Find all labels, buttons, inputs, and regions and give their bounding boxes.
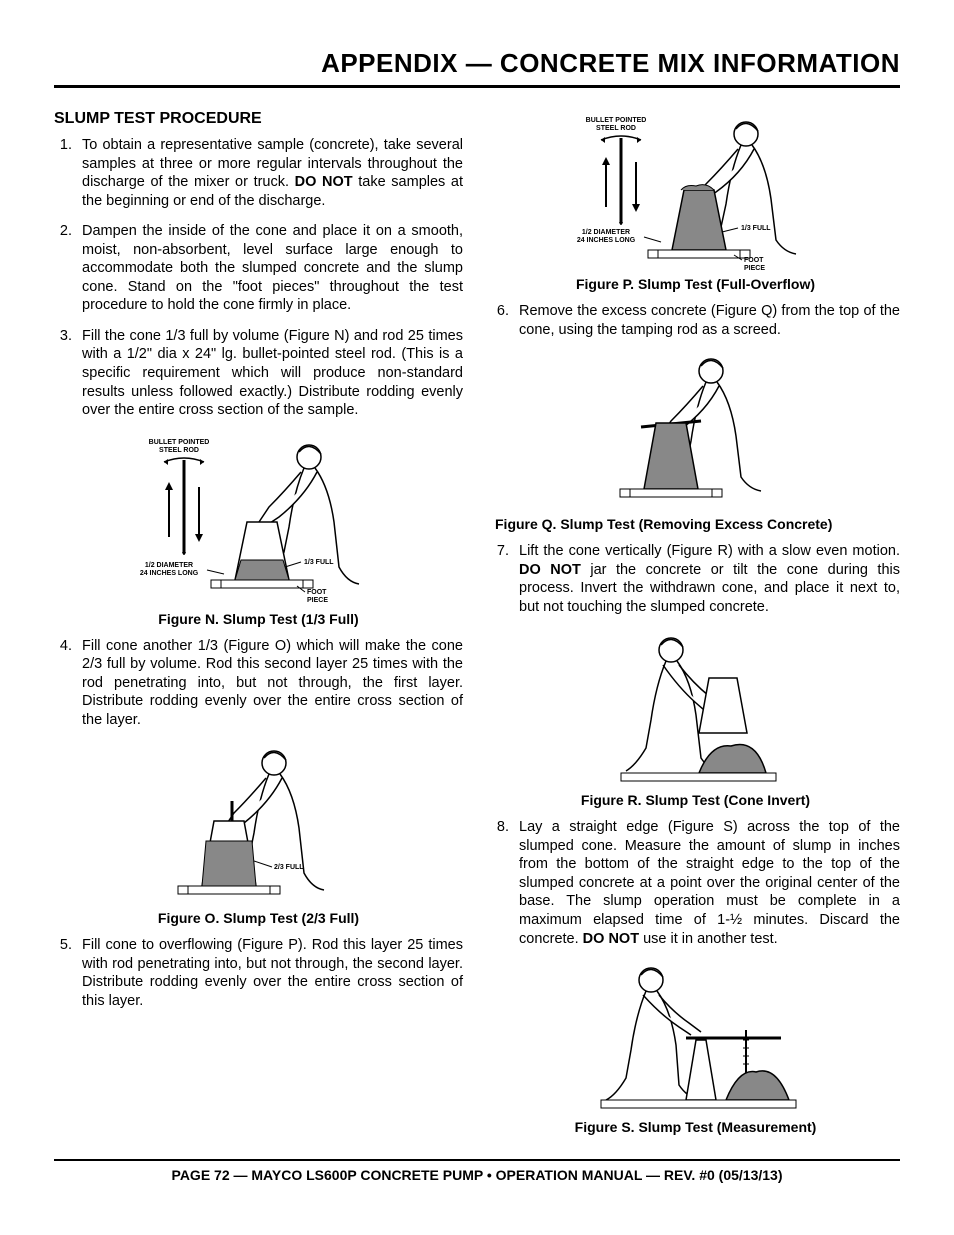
rod-label-2: STEEL ROD xyxy=(159,447,199,454)
left-column: SLUMP TEST PROCEDURE To obtain a represe… xyxy=(54,106,463,1145)
figure-n-caption: Figure N. Slump Test (1/3 Full) xyxy=(54,611,463,627)
step-5: Fill cone to overflowing (Figure P). Rod… xyxy=(76,936,463,1010)
step-4: Fill cone another 1/3 (Figure O) which w… xyxy=(76,637,463,730)
step-1-bold: DO NOT xyxy=(295,174,353,190)
page-title: APPENDIX — CONCRETE MIX INFORMATION xyxy=(54,48,900,88)
figure-q xyxy=(491,351,900,506)
figure-o-caption: Figure O. Slump Test (2/3 Full) xyxy=(54,910,463,926)
figure-q-caption: Figure Q. Slump Test (Removing Excess Co… xyxy=(491,516,900,532)
step-6: Remove the excess concrete (Figure Q) fr… xyxy=(513,302,900,339)
rod-label-p2: STEEL ROD xyxy=(596,125,636,132)
length-label-p: 24 INCHES LONG xyxy=(576,237,635,244)
right-column: BULLET POINTED STEEL ROD 1/2 DIAMETER 24… xyxy=(491,106,900,1145)
step-2: Dampen the inside of the cone and place … xyxy=(76,222,463,315)
step-7-bold: DO NOT xyxy=(519,562,581,578)
foot-label: FOOT xyxy=(307,589,327,596)
figure-n: BULLET POINTED STEEL ROD 1/2 DIAMETER xyxy=(54,432,463,627)
step-8-bold: DO NOT xyxy=(583,931,639,947)
diameter-label-p: 1/2 DIAMETER xyxy=(581,229,629,236)
step-7: Lift the cone vertically (Figure R) with… xyxy=(513,542,900,616)
foot-label-p: FOOT xyxy=(744,257,764,264)
rod-label: BULLET POINTED xyxy=(148,439,209,446)
section-heading: SLUMP TEST PROCEDURE xyxy=(54,110,463,128)
manual-page: APPENDIX — CONCRETE MIX INFORMATION SLUM… xyxy=(0,0,954,1213)
twothird-label: 2/3 FULL xyxy=(274,864,304,871)
slump-test-invert-icon xyxy=(601,628,791,788)
foot-label-2: PIECE xyxy=(307,597,328,604)
figure-r: Figure R. Slump Test (Cone Invert) xyxy=(491,628,900,808)
slump-test-2-3-icon: 2/3 FULL xyxy=(164,741,354,906)
step-8: Lay a straight edge (Figure S) across th… xyxy=(513,818,900,948)
slump-test-measure-icon xyxy=(591,960,801,1115)
slump-test-overflow-icon: BULLET POINTED STEEL ROD 1/2 DIAMETER 24… xyxy=(566,112,826,272)
left-steps-list-2: Fill cone another 1/3 (Figure O) which w… xyxy=(54,637,463,730)
right-steps-list-2: Lift the cone vertically (Figure R) with… xyxy=(491,542,900,616)
left-steps-list-3: Fill cone to overflowing (Figure P). Rod… xyxy=(54,936,463,1010)
slump-test-screed-icon xyxy=(611,351,781,506)
step-1: To obtain a representative sample (concr… xyxy=(76,136,463,210)
foot-label-p2: PIECE xyxy=(744,265,765,272)
step-8-text-a: Lay a straight edge (Figure S) across th… xyxy=(519,819,900,946)
figure-s-caption: Figure S. Slump Test (Measurement) xyxy=(491,1119,900,1135)
diameter-label: 1/2 DIAMETER xyxy=(144,562,192,569)
figure-p-caption: Figure P. Slump Test (Full-Overflow) xyxy=(491,276,900,292)
figure-s: Figure S. Slump Test (Measurement) xyxy=(491,960,900,1135)
right-steps-list: Remove the excess concrete (Figure Q) fr… xyxy=(491,302,900,339)
two-column-body: SLUMP TEST PROCEDURE To obtain a represe… xyxy=(54,106,900,1145)
slump-test-rod-icon: BULLET POINTED STEEL ROD 1/2 DIAMETER xyxy=(129,432,389,607)
figure-r-caption: Figure R. Slump Test (Cone Invert) xyxy=(491,792,900,808)
figure-p: BULLET POINTED STEEL ROD 1/2 DIAMETER 24… xyxy=(491,112,900,292)
third-full-label: 1/3 FULL xyxy=(304,559,334,566)
step-8-text-c: use it in another test. xyxy=(639,931,778,947)
length-label: 24 INCHES LONG xyxy=(139,570,198,577)
page-footer: PAGE 72 — MAYCO LS600P CONCRETE PUMP • O… xyxy=(54,1159,900,1183)
step-3: Fill the cone 1/3 full by volume (Figure… xyxy=(76,327,463,420)
rod-label-p: BULLET POINTED xyxy=(585,117,646,124)
step-7-text-a: Lift the cone vertically (Figure R) with… xyxy=(519,543,900,559)
third-full-label-p: 1/3 FULL xyxy=(741,225,771,232)
right-steps-list-3: Lay a straight edge (Figure S) across th… xyxy=(491,818,900,948)
left-steps-list: To obtain a representative sample (concr… xyxy=(54,136,463,420)
figure-o: 2/3 FULL Figure O. Slump Test (2/3 Full) xyxy=(54,741,463,926)
